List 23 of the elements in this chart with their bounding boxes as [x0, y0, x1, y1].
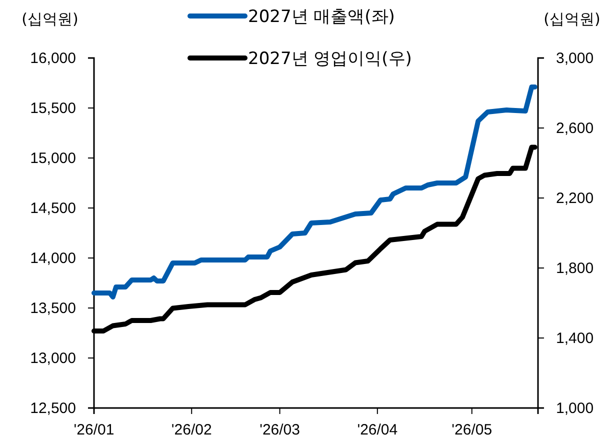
y-tick-label: 13,500 — [30, 300, 76, 317]
legend-label: 2027년 영업이익(우) — [248, 49, 412, 69]
y2-tick-label: 2,200 — [556, 190, 594, 207]
y-tick-label: 15,000 — [30, 150, 76, 167]
y-axis-title: (십억원) — [22, 10, 78, 28]
y-tick-label: 14,000 — [30, 250, 76, 267]
x-tick-label: '26/03 — [260, 422, 300, 439]
y2-tick-label: 1,400 — [556, 330, 594, 347]
y2-axis-title: (십억원) — [544, 10, 600, 28]
y-tick-label: 16,000 — [30, 50, 76, 67]
x-tick-label: '26/04 — [357, 422, 398, 439]
y2-tick-label: 1,000 — [556, 400, 594, 417]
y2-tick-label: 1,800 — [556, 260, 594, 277]
y2-tick-label: 2,600 — [556, 120, 594, 137]
y-tick-label: 12,500 — [30, 400, 76, 417]
y-tick-label: 13,000 — [30, 350, 76, 367]
y-tick-label: 14,500 — [30, 200, 76, 217]
x-tick-label: '26/05 — [452, 422, 492, 439]
legend-label: 2027년 매출액(좌) — [248, 7, 395, 27]
y-tick-label: 15,500 — [30, 100, 76, 117]
x-tick-label: '26/02 — [171, 422, 212, 439]
y2-tick-label: 3,000 — [556, 50, 594, 67]
x-tick-label: '26/01 — [74, 422, 114, 439]
